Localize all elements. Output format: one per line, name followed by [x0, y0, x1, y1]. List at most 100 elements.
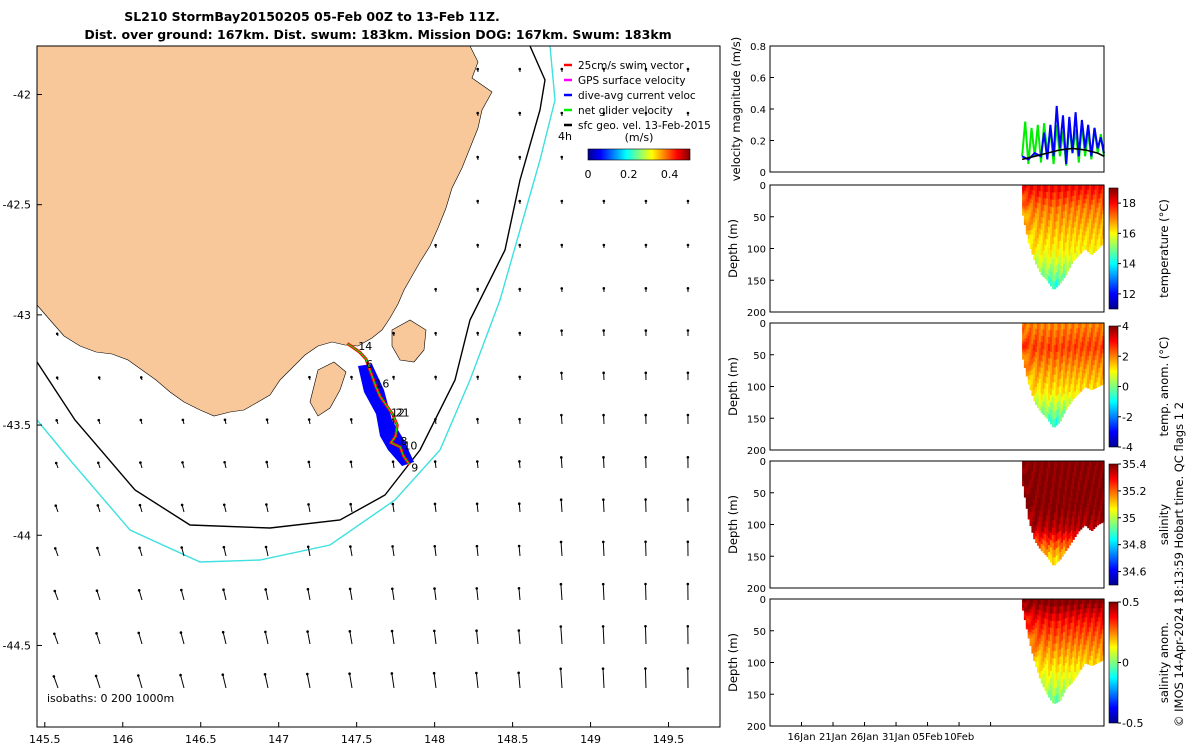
velocity-arrow-head: [222, 545, 226, 549]
section-cell: [1042, 467, 1046, 475]
velocity-arrow: [476, 630, 479, 645]
section-cell: [1098, 215, 1101, 221]
section-cell: [1072, 500, 1075, 507]
section-cell: [1051, 411, 1055, 420]
section-cell: [1027, 331, 1031, 337]
section-cell: [1072, 206, 1075, 213]
section-cell: [1098, 207, 1101, 213]
section-cell: [1046, 391, 1049, 399]
colorbar-tick-label: 0.5: [1122, 596, 1140, 609]
section-cell: [1059, 530, 1062, 539]
section-cell: [1046, 515, 1049, 523]
section-cell: [1031, 476, 1034, 482]
section-cell: [1083, 323, 1086, 329]
section-cell: [1035, 323, 1038, 330]
section-cell: [1025, 205, 1029, 210]
section-cell: [1025, 338, 1029, 343]
section-cell: [1098, 363, 1101, 369]
section-cell: [1053, 259, 1057, 268]
section-cell: [1076, 497, 1079, 504]
section-cell: [1096, 465, 1100, 471]
velocity-arrow-head: [517, 671, 520, 675]
section-cell: [1044, 461, 1047, 469]
section-cell: [1050, 221, 1053, 229]
section-cell: [1068, 611, 1072, 618]
section-cell: [1042, 230, 1046, 238]
velocity-arrow-head: [518, 375, 522, 379]
section-cell: [1094, 612, 1098, 618]
section-cell: [1102, 349, 1105, 354]
section-cell: [1059, 199, 1062, 207]
section-cell: [1051, 259, 1055, 267]
section-cell: [1077, 645, 1081, 652]
section-cell: [1040, 634, 1044, 642]
section-cell: [1083, 645, 1086, 651]
section-cell: [1072, 616, 1075, 623]
section-cell: [1053, 404, 1057, 413]
section-cell: [1083, 217, 1086, 223]
section-cell: [1023, 193, 1027, 197]
section-cell: [1055, 228, 1059, 237]
section-cell: [1092, 218, 1096, 225]
section-cell: [1089, 233, 1092, 240]
velocity-arrow: [434, 588, 437, 601]
velocity-arrow-head: [560, 111, 564, 115]
section-cell: [1033, 328, 1036, 335]
section-cell: [1100, 206, 1103, 212]
velocity-arrow-head: [644, 413, 648, 417]
section-cell: [1040, 617, 1044, 624]
section-cell: [1102, 230, 1105, 236]
section-cell: [1046, 239, 1049, 247]
section-cell: [1059, 227, 1062, 235]
section-cell: [1102, 478, 1105, 484]
section-cell: [1076, 466, 1079, 472]
section-cell: [1077, 609, 1081, 616]
section-cell: [1072, 472, 1075, 479]
colorbar-tick-label: 4: [1122, 320, 1129, 333]
section-cell: [1077, 362, 1081, 369]
velocity-arrow: [349, 631, 353, 645]
section-cell: [1087, 223, 1090, 229]
section-cell: [1048, 227, 1051, 235]
section-cell: [1096, 382, 1100, 388]
section-cell: [1096, 345, 1100, 351]
velocity-arrow-head: [560, 329, 563, 332]
section-cell: [1079, 514, 1083, 520]
section-cell: [1048, 344, 1051, 352]
section-cell: [1053, 185, 1057, 193]
section-cell: [1064, 204, 1068, 212]
section-cell: [1100, 625, 1103, 631]
section-cell: [1100, 232, 1103, 237]
section-cell: [1100, 518, 1103, 524]
section-cell: [1077, 635, 1081, 642]
colorbar-tick-label: 16: [1122, 227, 1136, 240]
section-cell: [1091, 505, 1094, 512]
section-cell: [1042, 191, 1046, 199]
section-cell: [1094, 626, 1098, 632]
section-cell: [1061, 191, 1064, 200]
section-cell: [1079, 461, 1083, 467]
section-cell: [1050, 504, 1053, 512]
section-cell: [1027, 618, 1031, 622]
section-cell: [1029, 511, 1032, 517]
section-cell: [1025, 334, 1029, 339]
section-cell: [1100, 621, 1103, 626]
section-cell: [1089, 248, 1092, 255]
velocity-arrow-head: [601, 625, 605, 628]
section-cell: [1063, 400, 1066, 408]
section-cell: [1070, 640, 1073, 648]
section-cell: [1053, 549, 1057, 558]
section-cell: [1085, 608, 1088, 614]
section-cell: [1092, 204, 1096, 210]
section-cell: [1044, 638, 1047, 646]
section-cell: [1031, 229, 1034, 235]
section-cell: [1042, 401, 1046, 409]
section-cell: [1044, 467, 1047, 475]
section-cell: [1066, 667, 1070, 675]
section-cell: [1037, 261, 1040, 269]
section-cell: [1096, 461, 1100, 467]
y-tick-label: 100: [747, 245, 766, 256]
section-cell: [1050, 613, 1053, 622]
section-cell: [1059, 357, 1062, 366]
